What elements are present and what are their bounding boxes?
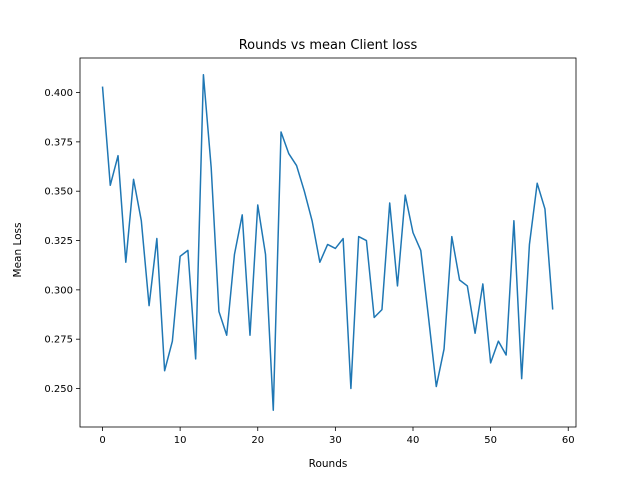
y-axis-label: Mean Loss — [12, 223, 24, 278]
x-tick-label: 20 — [251, 435, 264, 446]
x-tick-label: 30 — [329, 435, 342, 446]
y-axis-ticks: 0.250 0.275 0.300 0.325 0.350 0.375 0.400 — [44, 88, 80, 395]
x-tick-label: 10 — [174, 435, 187, 446]
x-axis-ticks: 0 10 20 30 40 50 60 — [99, 427, 575, 446]
y-tick-label: 0.275 — [44, 335, 73, 346]
x-tick-label: 0 — [99, 435, 105, 446]
x-tick-label: 50 — [484, 435, 497, 446]
series-line-0 — [101, 74, 554, 411]
y-tick-label: 0.300 — [44, 285, 73, 296]
plot-area — [101, 74, 554, 411]
y-tick-label: 0.350 — [44, 187, 73, 198]
y-tick-label: 0.400 — [44, 88, 73, 99]
x-tick-label: 40 — [407, 435, 420, 446]
x-axis-label: Rounds — [309, 458, 348, 470]
plot-frame — [79, 57, 577, 428]
y-tick-label: 0.325 — [44, 236, 73, 247]
x-tick-label: 60 — [562, 435, 575, 446]
y-tick-label: 0.250 — [44, 384, 73, 395]
chart-title: Rounds vs mean Client loss — [239, 38, 418, 53]
y-tick-label: 0.375 — [44, 137, 73, 148]
